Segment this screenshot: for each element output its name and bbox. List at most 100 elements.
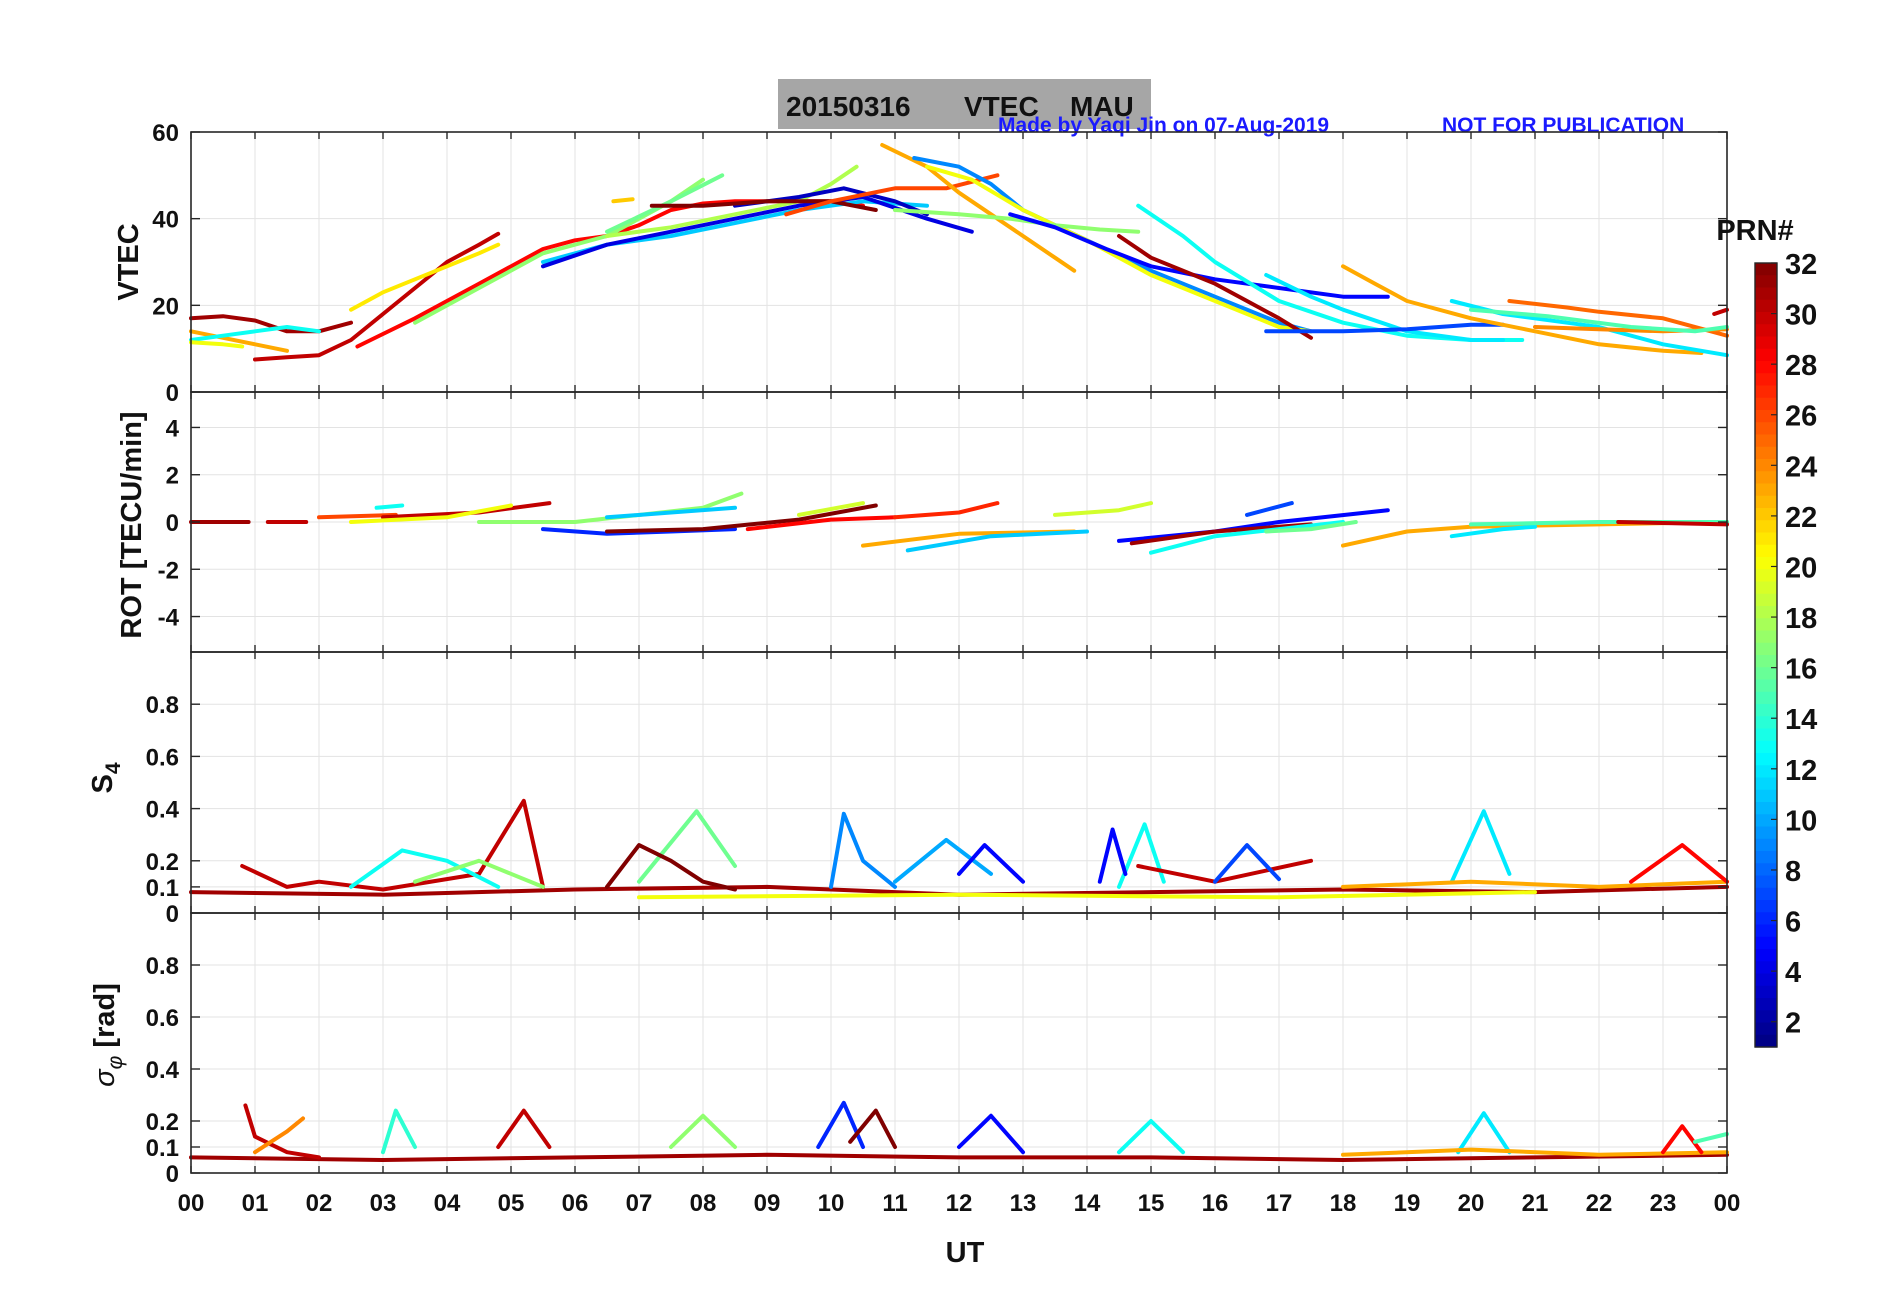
prn-20-line xyxy=(637,890,1537,900)
colorbar-segment xyxy=(1755,728,1777,742)
colorbar-tick-label: 24 xyxy=(1785,451,1817,483)
y-tick-label: 0 xyxy=(166,380,179,407)
colorbar-segment xyxy=(1755,434,1777,448)
colorbar-segment xyxy=(1755,532,1777,546)
prn-9-line xyxy=(829,811,897,889)
colorbar-segment xyxy=(1755,924,1777,938)
colorbar-segment xyxy=(1755,642,1777,656)
y-tick-label: 20 xyxy=(152,293,179,320)
colorbar-tick-label: 2 xyxy=(1785,1008,1801,1040)
prn-11-line xyxy=(905,529,1089,553)
prn-17-line xyxy=(413,177,705,325)
x-tick-label: 07 xyxy=(626,1190,653,1217)
x-tick-label: 19 xyxy=(1394,1190,1421,1217)
prn-16-line xyxy=(605,173,725,234)
ylabel-vtec: VTEC xyxy=(113,223,145,300)
prn-28-line xyxy=(1629,843,1729,884)
prn-20-line xyxy=(189,340,245,349)
colorbar-segment xyxy=(1755,459,1777,472)
x-tick-label: 09 xyxy=(754,1190,781,1217)
prn-12-line xyxy=(1449,524,1537,539)
x-tick-label: 15 xyxy=(1138,1190,1165,1217)
colorbar-segment xyxy=(1755,887,1777,901)
x-tick-label: 02 xyxy=(306,1190,333,1217)
colorbar-tick-label: 16 xyxy=(1785,654,1817,686)
x-tick-label: 22 xyxy=(1586,1190,1613,1217)
colorbar-segment xyxy=(1755,716,1777,730)
colorbar-segment xyxy=(1755,299,1777,313)
x-tick-label: 06 xyxy=(562,1190,589,1217)
prn-31-line xyxy=(1129,522,1313,546)
y-tick-label: 0.6 xyxy=(146,1005,179,1032)
colorbar-segment xyxy=(1755,838,1777,852)
colorbar-segment xyxy=(1755,802,1777,815)
y-tick-label: 0.8 xyxy=(146,953,179,980)
prn-13-line xyxy=(1117,1119,1185,1155)
x-tick-label: 00 xyxy=(178,1190,205,1217)
panel-s4: 00.10.2 0.4 0.6 0.8 xyxy=(146,651,1729,928)
colorbar-tick-label: 22 xyxy=(1785,502,1817,534)
prn-20-line xyxy=(349,503,513,524)
prn-24-line xyxy=(253,1116,305,1155)
prn-27-line xyxy=(893,501,1000,520)
colorbar-segment xyxy=(1755,397,1777,411)
prn-32-line xyxy=(649,199,878,212)
prn-12-line xyxy=(1449,809,1512,884)
x-tick-label: 08 xyxy=(690,1190,717,1217)
x-tick-label: 20 xyxy=(1458,1190,1485,1217)
prn-30-line xyxy=(253,231,501,362)
y-tick-label: 0.1 xyxy=(146,875,179,902)
y-tick-label: -2 xyxy=(158,557,179,584)
xlabel: UT xyxy=(946,1237,985,1269)
prn-31-line xyxy=(1117,234,1313,340)
colorbar-segment xyxy=(1755,1034,1777,1048)
ylabel-rot: ROT [TECU/min] xyxy=(116,411,148,638)
x-tick-label: 00 xyxy=(1714,1190,1741,1217)
prn-6-line xyxy=(816,1100,865,1149)
colorbar-segment xyxy=(1755,667,1777,681)
colorbar-segment xyxy=(1755,753,1777,766)
prn-30-line xyxy=(1712,307,1729,316)
colorbar-segment xyxy=(1755,446,1777,460)
x-tick-labels: 00 01 02 03 04 05 06 07 08 09 10 11 12 13 14 15 16 17 18 19… xyxy=(178,1190,1741,1217)
colorbar-segment xyxy=(1755,973,1777,987)
prn-23-line xyxy=(1341,1147,1729,1157)
prn-12-line xyxy=(1456,1111,1512,1155)
prn-30-line xyxy=(496,1108,552,1149)
colorbar-segment xyxy=(1755,863,1777,877)
colorbar-segment xyxy=(1755,900,1777,913)
y-tick-label: 0.2 xyxy=(146,1109,179,1136)
prn-23-line xyxy=(189,329,289,353)
x-tick-label: 11 xyxy=(882,1190,907,1217)
y-tick-label: 4 xyxy=(166,415,180,442)
x-tick-label: 23 xyxy=(1650,1190,1677,1217)
colorbar-segment xyxy=(1755,557,1777,570)
prn-32-line xyxy=(605,503,878,534)
ylabel-s4: S4 xyxy=(87,762,125,793)
x-tick-label: 01 xyxy=(242,1190,269,1217)
prn-5-line xyxy=(957,1113,1025,1155)
y-tick-label: 0.4 xyxy=(146,1057,180,1084)
prn-20-line xyxy=(925,164,1313,334)
colorbar-segment xyxy=(1755,851,1777,864)
prn-25-line xyxy=(1507,299,1729,338)
y-tick-label: 0 xyxy=(166,901,179,928)
colorbar-segment xyxy=(1755,348,1777,362)
credit-notice: NOT FOR PUBLICATION xyxy=(1442,114,1684,137)
colorbar-segment xyxy=(1755,581,1777,595)
prn-10-line xyxy=(893,837,993,884)
prn-5-line xyxy=(957,843,1025,884)
y-tick-label: 0.8 xyxy=(146,692,179,719)
colorbar-tick-label: 30 xyxy=(1785,300,1817,332)
colorbar-segment xyxy=(1755,422,1777,436)
prn-12-line xyxy=(1264,273,1505,342)
colorbar-tick-label: 6 xyxy=(1785,907,1801,939)
prn-13-line xyxy=(189,325,321,342)
panel-vtec: 0 20 40 60 xyxy=(152,120,1729,407)
prn-15-line xyxy=(1469,307,1729,334)
prn-32-line xyxy=(848,1108,897,1149)
svg-text:S4: S4 xyxy=(87,762,125,793)
y-tick-label: -4 xyxy=(158,605,180,632)
y-tick-label: 40 xyxy=(152,207,179,234)
